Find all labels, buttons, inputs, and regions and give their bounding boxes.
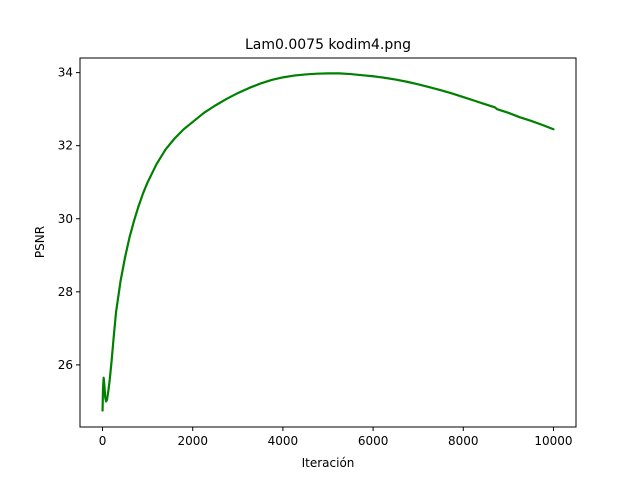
x-tick-label: 6000 [358, 434, 389, 448]
y-axis-label: PSNR [33, 226, 47, 258]
series-layer [101, 72, 555, 412]
x-tick-label: 4000 [268, 434, 299, 448]
y-tick-label: 26 [58, 358, 73, 372]
chart-title: Lam0.0075 kodim4.png [245, 37, 411, 53]
x-axis-label: Iteración [302, 456, 355, 470]
series-line-0 [101, 72, 555, 412]
y-ticks: 26 28 30 32 34 [58, 66, 80, 372]
x-tick-label: 10000 [534, 434, 572, 448]
x-tick-label: 0 [99, 434, 107, 448]
y-tick-label: 32 [58, 139, 73, 153]
plot-frame [79, 57, 577, 428]
y-tick-label: 34 [58, 66, 73, 80]
x-tick-label: 8000 [448, 434, 479, 448]
x-tick-label: 2000 [177, 434, 208, 448]
y-tick-label: 30 [58, 212, 73, 226]
x-ticks: 0 2000 4000 6000 8000 10000 [99, 427, 573, 448]
y-tick-label: 28 [58, 285, 73, 299]
